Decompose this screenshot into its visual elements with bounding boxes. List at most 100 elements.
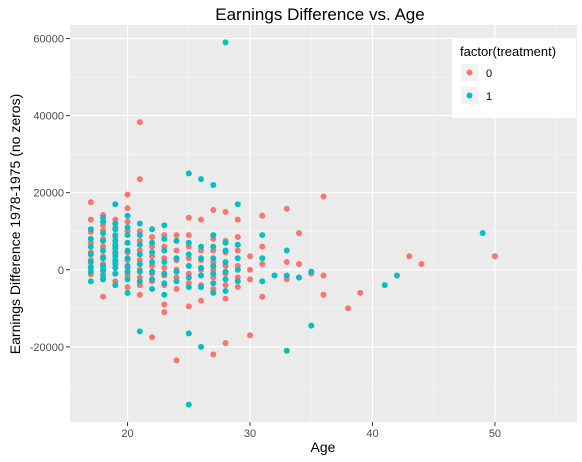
data-point-series-1 [198,284,204,290]
data-point-series-1 [186,251,192,257]
data-point-series-0 [235,234,241,240]
data-point-series-0 [174,247,180,253]
y-tick-label: 0 [58,265,64,277]
data-point-series-1 [149,286,155,292]
data-point-series-1 [186,263,192,269]
data-point-series-1 [125,263,131,269]
data-point-series-0 [296,261,302,267]
data-point-series-0 [88,199,94,205]
data-point-series-1 [100,276,106,282]
data-point-series-0 [259,261,265,267]
y-tick-label: 60000 [33,33,64,45]
data-point-series-1 [284,273,290,279]
data-point-series-1 [137,328,143,334]
data-point-series-1 [161,292,167,298]
data-point-series-1 [174,238,180,244]
data-point-series-1 [174,255,180,261]
data-point-series-1 [223,39,229,45]
data-point-series-0 [186,215,192,221]
data-point-series-1 [174,269,180,275]
data-point-series-0 [210,207,216,213]
data-point-series-1 [235,267,241,273]
data-point-series-0 [321,194,327,200]
data-point-series-1 [223,276,229,282]
data-point-series-1 [100,238,106,244]
data-point-series-0 [259,294,265,300]
data-point-series-0 [296,230,302,236]
data-point-series-1 [125,269,131,275]
data-point-series-1 [198,273,204,279]
data-point-series-1 [112,201,118,207]
data-point-series-0 [125,219,131,225]
data-point-series-0 [174,232,180,238]
data-point-series-1 [174,278,180,284]
data-point-series-0 [210,352,216,358]
data-point-series-1 [100,267,106,273]
data-point-series-0 [223,209,229,215]
data-point-series-1 [223,247,229,253]
data-point-series-1 [235,201,241,207]
data-point-series-0 [149,334,155,340]
data-point-series-0 [198,217,204,223]
data-point-series-0 [161,265,167,271]
x-axis-title: Age [311,439,336,455]
data-point-series-1 [259,255,265,261]
data-point-series-1 [125,276,131,282]
data-point-series-1 [125,255,131,261]
data-point-series-1 [88,259,94,265]
data-point-series-1 [480,230,486,236]
data-point-series-1 [186,284,192,290]
y-axis-title: Earnings Difference 1978-1975 (no zeros) [7,94,23,354]
data-point-series-1 [88,269,94,275]
x-tick-label: 40 [366,428,378,440]
data-point-series-0 [259,244,265,250]
data-point-series-0 [284,259,290,265]
data-point-series-0 [223,282,229,288]
data-point-series-1 [210,280,216,286]
data-point-series-0 [418,261,424,267]
data-point-series-1 [112,265,118,271]
data-point-series-1 [125,213,131,219]
data-point-series-1 [235,242,241,248]
data-point-series-1 [284,247,290,253]
data-point-series-1 [296,274,302,280]
y-tick-label: 20000 [33,188,64,200]
data-point-series-1 [272,273,278,279]
data-point-series-1 [198,176,204,182]
data-point-series-0 [247,253,253,259]
data-point-series-1 [88,236,94,242]
data-point-series-1 [161,236,167,242]
data-point-series-0 [247,276,253,282]
data-point-series-1 [137,221,143,227]
data-point-series-1 [210,255,216,261]
data-point-series-1 [198,244,204,250]
data-point-series-0 [161,301,167,307]
data-point-series-1 [137,232,143,238]
data-point-series-0 [186,303,192,309]
data-point-series-1 [149,269,155,275]
data-point-series-0 [406,253,412,259]
data-point-series-1 [235,255,241,261]
data-point-series-0 [174,357,180,363]
data-point-series-1 [210,263,216,269]
data-point-series-1 [137,261,143,267]
data-point-series-1 [198,265,204,271]
data-point-series-1 [223,269,229,275]
data-point-series-1 [394,273,400,279]
data-point-series-1 [137,251,143,257]
data-point-series-1 [210,244,216,250]
legend: factor(treatment) 01 [452,38,576,118]
data-point-series-1 [112,271,118,277]
data-point-series-1 [125,247,131,253]
x-tick-label: 50 [489,428,501,440]
data-point-series-1 [149,259,155,265]
data-point-series-1 [161,259,167,265]
data-point-series-0 [125,284,131,290]
data-point-series-1 [308,269,314,275]
data-point-series-1 [186,402,192,408]
data-point-series-0 [186,232,192,238]
data-point-series-0 [357,290,363,296]
data-point-series-0 [137,119,143,125]
data-point-series-0 [247,332,253,338]
